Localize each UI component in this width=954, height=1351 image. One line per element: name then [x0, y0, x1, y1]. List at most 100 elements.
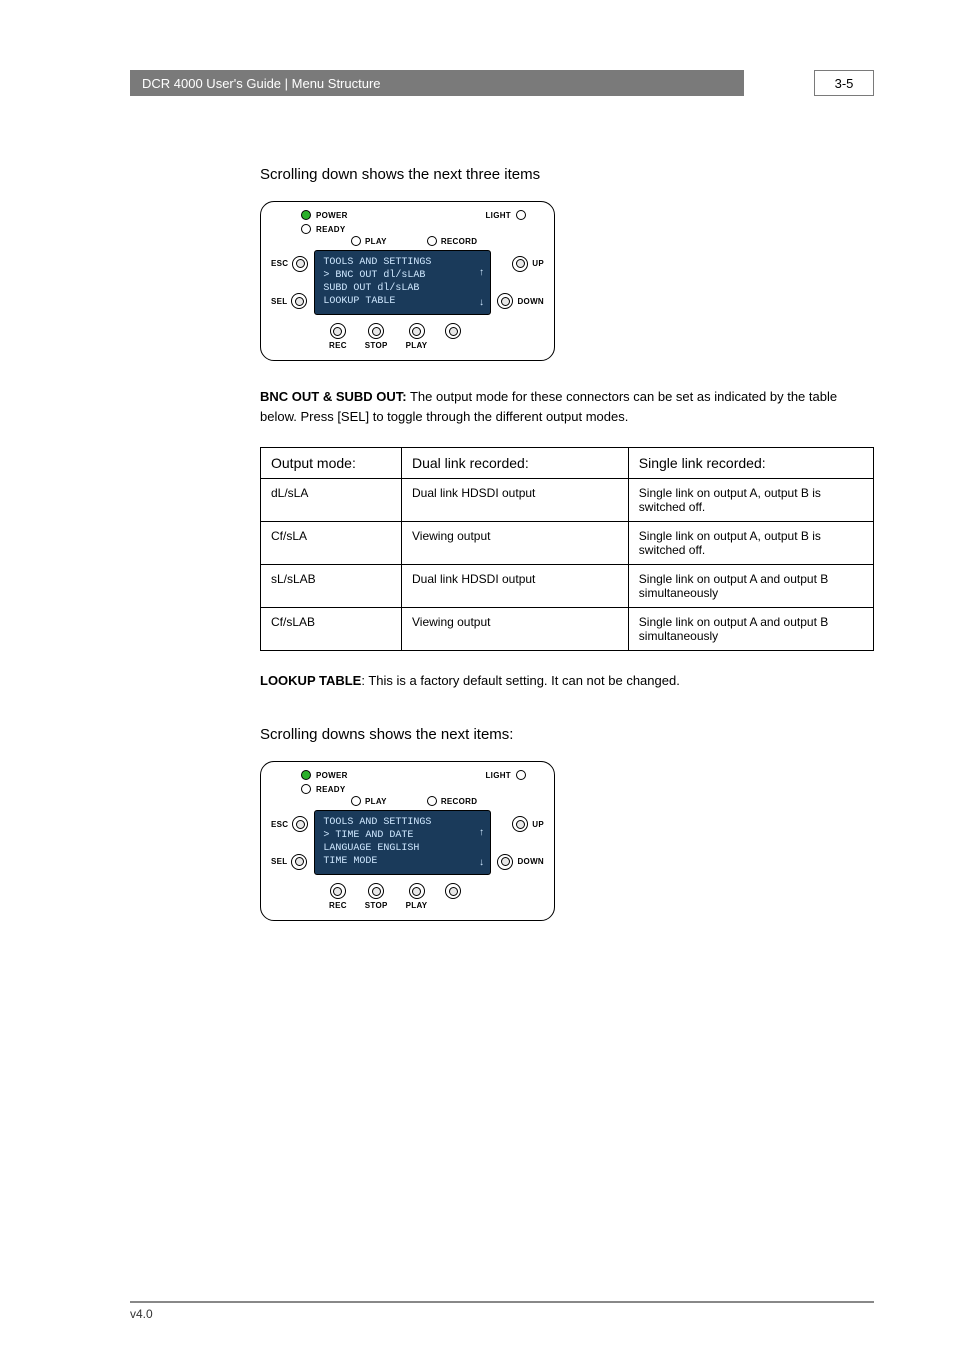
light-label: LIGHT — [486, 211, 512, 220]
cell: Single link on output A and output B sim… — [628, 608, 873, 651]
record-label: RECORD — [441, 797, 477, 806]
power-indicator: POWER — [301, 770, 348, 780]
power-led-icon — [301, 210, 311, 220]
esc-button[interactable]: ESC — [271, 256, 308, 272]
cell: Viewing output — [401, 608, 628, 651]
lcd-down-arrow-icon: ↓ — [478, 297, 484, 310]
stop-button[interactable]: STOP — [365, 883, 388, 910]
record-led-icon — [427, 796, 437, 806]
stop-label: STOP — [365, 901, 388, 910]
power-led-icon — [301, 770, 311, 780]
play-button[interactable]: PLAY — [406, 883, 428, 910]
blank-label — [452, 901, 455, 910]
lcd2-line4: TIME MODE — [323, 855, 482, 868]
cell: Dual link HDSDI output — [401, 565, 628, 608]
play-indicator: PLAY — [351, 796, 387, 806]
esc-label: ESC — [271, 259, 288, 268]
ready-label: READY — [316, 785, 346, 794]
lcd1-line1: TOOLS AND SETTINGS — [323, 256, 482, 269]
sel-button[interactable]: SEL — [271, 293, 308, 309]
blank-button-icon — [445, 883, 461, 899]
lcd-down-arrow-icon: ↓ — [478, 857, 484, 870]
th-single-link: Single link recorded: — [628, 448, 873, 479]
sel-button-icon — [291, 854, 307, 870]
stop-button-icon — [368, 323, 384, 339]
header-page-number: 3-5 — [814, 70, 874, 96]
sel-label: SEL — [271, 857, 287, 866]
sel-button-icon — [291, 293, 307, 309]
lcd2-line2: > TIME AND DATE — [323, 829, 482, 842]
cell: Cf/sLA — [261, 522, 402, 565]
light-label: LIGHT — [486, 771, 512, 780]
lcd2-line1: TOOLS AND SETTINGS — [323, 816, 482, 829]
lcd-up-arrow-icon: ↑ — [478, 827, 484, 840]
table-row: Cf/sLA Viewing output Single link on out… — [261, 522, 874, 565]
play-led-icon — [351, 796, 361, 806]
cell: Dual link HDSDI output — [401, 479, 628, 522]
up-button[interactable]: UP — [497, 816, 544, 832]
bnc-paragraph: BNC OUT & SUBD OUT: The output mode for … — [260, 387, 874, 427]
play-led-icon — [351, 236, 361, 246]
record-led-icon — [427, 236, 437, 246]
th-output-mode: Output mode: — [261, 448, 402, 479]
stop-button[interactable]: STOP — [365, 323, 388, 350]
rec-label: REC — [329, 341, 347, 350]
play-button-icon — [409, 323, 425, 339]
esc-label: ESC — [271, 820, 288, 829]
esc-button-icon — [292, 816, 308, 832]
light-indicator: LIGHT — [486, 210, 527, 220]
lookup-paragraph: LOOKUP TABLE: This is a factory default … — [260, 673, 874, 688]
bnc-lead: BNC OUT & SUBD OUT: — [260, 389, 407, 404]
light-led-icon — [516, 770, 526, 780]
rec-button[interactable]: REC — [329, 323, 347, 350]
th-dual-link: Dual link recorded: — [401, 448, 628, 479]
down-button-icon — [497, 293, 513, 309]
lcd1-line2: > BNC OUT dl/sLAB — [323, 269, 482, 282]
up-button[interactable]: UP — [497, 256, 544, 272]
light-indicator: LIGHT — [486, 770, 527, 780]
section-heading-1: Scrolling down shows the next three item… — [260, 166, 874, 183]
up-button-icon — [512, 256, 528, 272]
sel-button[interactable]: SEL — [271, 854, 308, 870]
up-label: UP — [532, 259, 544, 268]
footer-version: v4.0 — [130, 1307, 153, 1321]
light-led-icon — [516, 210, 526, 220]
up-button-icon — [512, 816, 528, 832]
ready-indicator: READY — [271, 224, 544, 234]
ready-led-icon — [301, 224, 311, 234]
cell: Viewing output — [401, 522, 628, 565]
power-label: POWER — [316, 211, 348, 220]
play-button[interactable]: PLAY — [406, 323, 428, 350]
play-indicator: PLAY — [351, 236, 387, 246]
lcd1-line4: LOOKUP TABLE — [323, 295, 482, 308]
ready-led-icon — [301, 784, 311, 794]
esc-button-icon — [292, 256, 308, 272]
section-heading-2: Scrolling downs shows the next items: — [260, 726, 874, 743]
down-button[interactable]: DOWN — [497, 293, 544, 309]
device-panel-2: POWER LIGHT READY PLAY RECORD — [260, 761, 555, 921]
blank-button[interactable] — [445, 883, 461, 910]
lcd1-line3: SUBD OUT dl/sLAB — [323, 282, 482, 295]
blank-label — [452, 341, 455, 350]
blank-button[interactable] — [445, 323, 461, 350]
play-label: PLAY — [365, 237, 387, 246]
cell: sL/sLAB — [261, 565, 402, 608]
cell: dL/sLA — [261, 479, 402, 522]
down-button[interactable]: DOWN — [497, 854, 544, 870]
output-mode-table: Output mode: Dual link recorded: Single … — [260, 447, 874, 651]
lcd-up-arrow-icon: ↑ — [478, 267, 484, 280]
table-row: Cf/sLAB Viewing output Single link on ou… — [261, 608, 874, 651]
ready-label: READY — [316, 225, 346, 234]
play-btn-label: PLAY — [406, 901, 428, 910]
cell: Single link on output A, output B is swi… — [628, 522, 873, 565]
play-button-icon — [409, 883, 425, 899]
esc-button[interactable]: ESC — [271, 816, 308, 832]
lcd2-line3: LANGUAGE ENGLISH — [323, 842, 482, 855]
page: DCR 4000 User's Guide | Menu Structure 3… — [0, 0, 954, 1351]
power-indicator: POWER — [301, 210, 348, 220]
record-label: RECORD — [441, 237, 477, 246]
blank-button-icon — [445, 323, 461, 339]
cell: Single link on output A and output B sim… — [628, 565, 873, 608]
rec-button[interactable]: REC — [329, 883, 347, 910]
ready-indicator: READY — [271, 784, 544, 794]
